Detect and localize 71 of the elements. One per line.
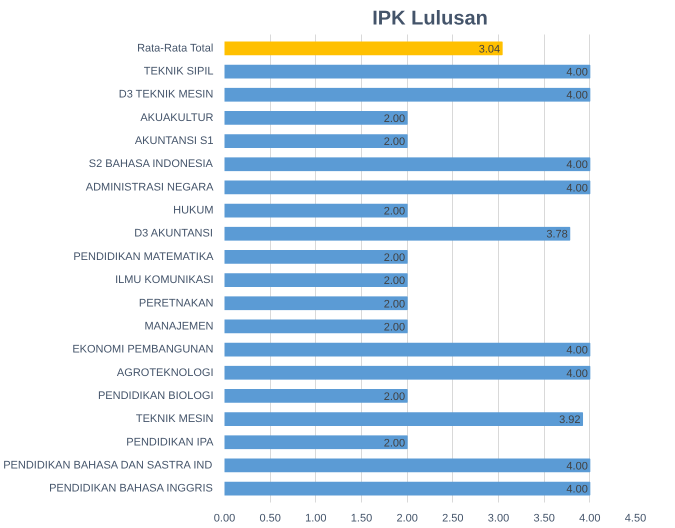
bar [224,204,408,218]
bar [224,157,590,172]
data-label: 2.00 [384,275,406,288]
x-tick-label: 2.00 [396,512,418,524]
bar [224,296,408,310]
chart-title: IPK Lulusan [372,8,488,30]
y-tick-label: ADMINISTRASI NEGARA [86,181,214,194]
data-label: 4.00 [566,344,588,357]
bar [224,389,408,403]
y-tick-label: TEKNIK MESIN [136,413,214,426]
y-tick-label: ILMU KOMUNIKASI [115,274,214,286]
data-label: 2.00 [384,298,406,310]
y-tick-label: PENDIDIKAN BIOLOGI [98,390,214,402]
data-label: 4.00 [566,484,588,496]
y-tick-label: Rata-Rata Total [137,42,214,54]
y-tick-label: EKONOMI PEMBANGUNAN [72,344,214,356]
bar [224,458,590,472]
data-label: 2.00 [384,136,406,148]
y-tick-label: PENDIDIKAN BAHASA INGGRIS [49,482,213,495]
x-tick-label: 3.50 [533,512,555,524]
y-tick-label: PENDIDIKAN MATEMATIKA [73,250,214,263]
bar [224,64,590,78]
bar [224,342,590,356]
data-label: 2.00 [384,437,406,450]
y-tick-label: PENDIDIKAN IPA [126,436,214,448]
y-tick-label: D3 TEKNIK MESIN [118,88,214,101]
data-label: 4.00 [566,159,588,172]
bar [224,250,408,264]
bar [224,226,570,241]
data-label: 4.00 [566,66,588,79]
x-tick-label: 1.00 [305,512,327,524]
data-label: 3.92 [559,414,581,426]
y-tick-label: HUKUM [173,204,214,217]
bar [224,42,503,56]
y-tick-label: PENDIDIKAN BAHASA DAN SASTRA IND [3,459,212,472]
bar [224,435,408,450]
x-tick-label: 4.50 [624,512,646,524]
y-tick-label: AKUNTANSI S1 [134,135,214,148]
bar [224,320,408,334]
bar [224,366,590,380]
data-label: 2.00 [384,252,406,264]
data-label: 3.04 [478,43,500,56]
data-label: 2.00 [384,321,406,334]
y-tick-label: AGROTEKNOLOGI [116,366,214,379]
y-tick-label: S2 BAHASA INDONESIA [88,158,214,170]
data-label: 4.00 [566,460,588,472]
bar [224,134,408,148]
data-label: 2.00 [384,206,406,218]
y-tick-label: AKUAKULTUR [140,112,214,124]
data-label: 4.00 [566,90,588,102]
data-label: 4.00 [566,368,588,380]
bar [224,482,590,496]
y-tick-label: D3 AKUNTANSI [134,228,213,240]
x-tick-label: 0.50 [259,512,281,524]
x-tick-label: 1.50 [350,512,372,524]
y-tick-label: MANAJEMEN [144,320,214,332]
data-label: 4.00 [566,182,588,194]
x-tick-label: 4.00 [579,512,601,524]
x-tick-label: 3.00 [488,512,510,524]
x-tick-label: 0.00 [214,512,236,524]
data-label: 2.00 [384,112,406,125]
x-tick-label: 2.50 [442,512,464,524]
data-label: 3.78 [546,228,568,241]
bar [224,412,584,426]
bar [224,111,408,125]
bar [224,273,408,287]
y-tick-label: TEKNIK SIPIL [144,66,214,78]
bar [224,180,590,194]
data-label: 2.00 [384,390,406,403]
bar [224,88,590,102]
y-tick-label: PERETNAKAN [138,297,214,310]
